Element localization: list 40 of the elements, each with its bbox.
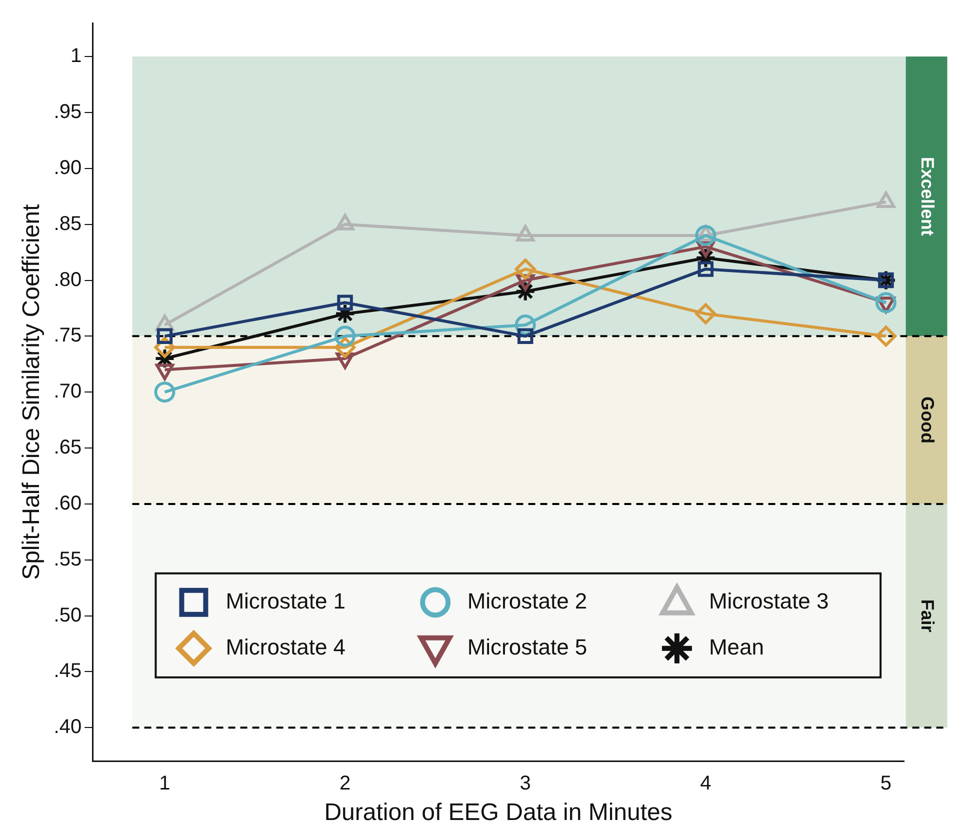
point [695,303,716,324]
legend-label: Microstate 2 [467,588,588,614]
legend-label: Microstate 3 [708,588,829,614]
y-tick-label: .80 [54,268,82,291]
band-label: Good [918,396,938,444]
point [154,382,176,403]
x-axis-title: Duration of EEG Data in Minutes [324,799,672,826]
band-label: Fair [918,599,938,632]
point [337,294,353,310]
legend-label: Microstate 1 [226,588,346,614]
point [875,292,896,314]
point [156,328,173,344]
point [334,326,356,347]
y-axis-title: Split-Half Dice Similarity Coefficient [18,204,46,580]
y-tick-label: .95 [54,100,82,123]
y-tick-label: .55 [54,548,82,570]
legend-label: Microstate 5 [467,634,588,660]
y-tick-label: .50 [54,604,82,626]
y-tick-label: .65 [54,436,82,459]
legend-label: Microstate 4 [226,634,346,660]
band-label: Excellent [918,156,938,236]
point [875,326,896,347]
y-tick-label: .85 [54,212,82,235]
y-tick-label: .90 [54,156,82,179]
y-tick-label: .75 [54,324,82,347]
x-tick-label: 5 [880,772,892,795]
point [695,225,716,246]
x-tick-label: 3 [520,772,531,795]
x-tick-label: 4 [700,772,712,795]
point [517,328,534,344]
y-tick-label: .40 [54,716,82,738]
y-tick-label: .60 [54,492,82,514]
point [698,261,714,277]
point [514,258,536,280]
y-tick-label: .45 [54,660,82,682]
legend-label: Mean [708,634,764,660]
y-tick-label: 1 [70,45,82,68]
x-tick-label: 2 [339,772,351,795]
y-tick-label: .70 [54,380,82,403]
x-tick-label: 1 [159,772,170,795]
